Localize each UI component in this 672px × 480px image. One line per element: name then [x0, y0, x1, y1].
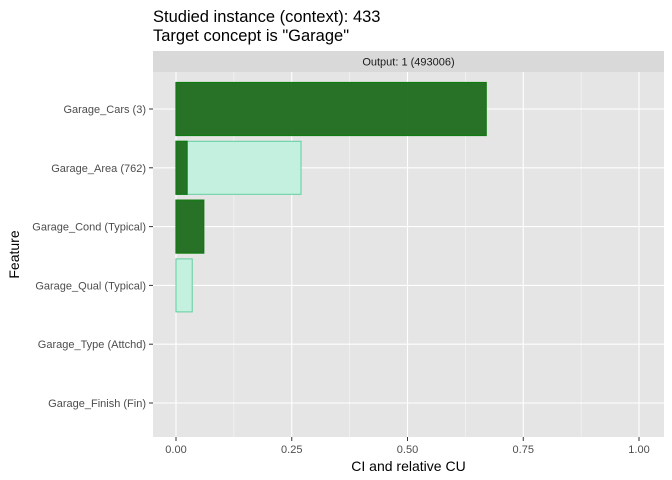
x-tick-label: 0.75: [513, 444, 534, 456]
y-tick-label: Garage_Finish (Fin): [48, 398, 146, 410]
y-tick-label: Garage_Qual (Typical): [35, 280, 146, 292]
facet-label: Output: 1 (493006): [362, 57, 454, 69]
chart-subtitle: Target concept is "Garage": [153, 27, 349, 45]
y-axis-title: Feature: [6, 230, 22, 278]
bar-ci: [175, 140, 188, 195]
bar-relative-cu: [175, 140, 302, 195]
facet-strip: [153, 51, 664, 72]
chart-title: Studied instance (context): 433: [153, 8, 380, 26]
bars: [175, 81, 487, 313]
x-axis-title: CI and relative CU: [351, 458, 465, 474]
y-axis: Garage_Cars (3) Garage_Area (762) Garage_C…: [32, 104, 153, 410]
y-tick-label: Garage_Cars (3): [63, 104, 146, 116]
x-tick-label: 0.00: [165, 444, 186, 456]
bar-relative-cu: [175, 258, 193, 313]
bar-ci: [175, 199, 205, 254]
bar-ci: [175, 81, 487, 137]
x-tick-label: 0.25: [281, 444, 302, 456]
x-axis: 0.00 0.25 0.50 0.75 1.00: [165, 437, 650, 456]
x-tick-label: 0.50: [397, 444, 418, 456]
y-tick-label: Garage_Area (762): [51, 163, 146, 175]
y-tick-label: Garage_Type (Attchd): [38, 339, 146, 351]
y-tick-label: Garage_Cond (Typical): [32, 222, 146, 234]
x-tick-label: 1.00: [628, 444, 649, 456]
